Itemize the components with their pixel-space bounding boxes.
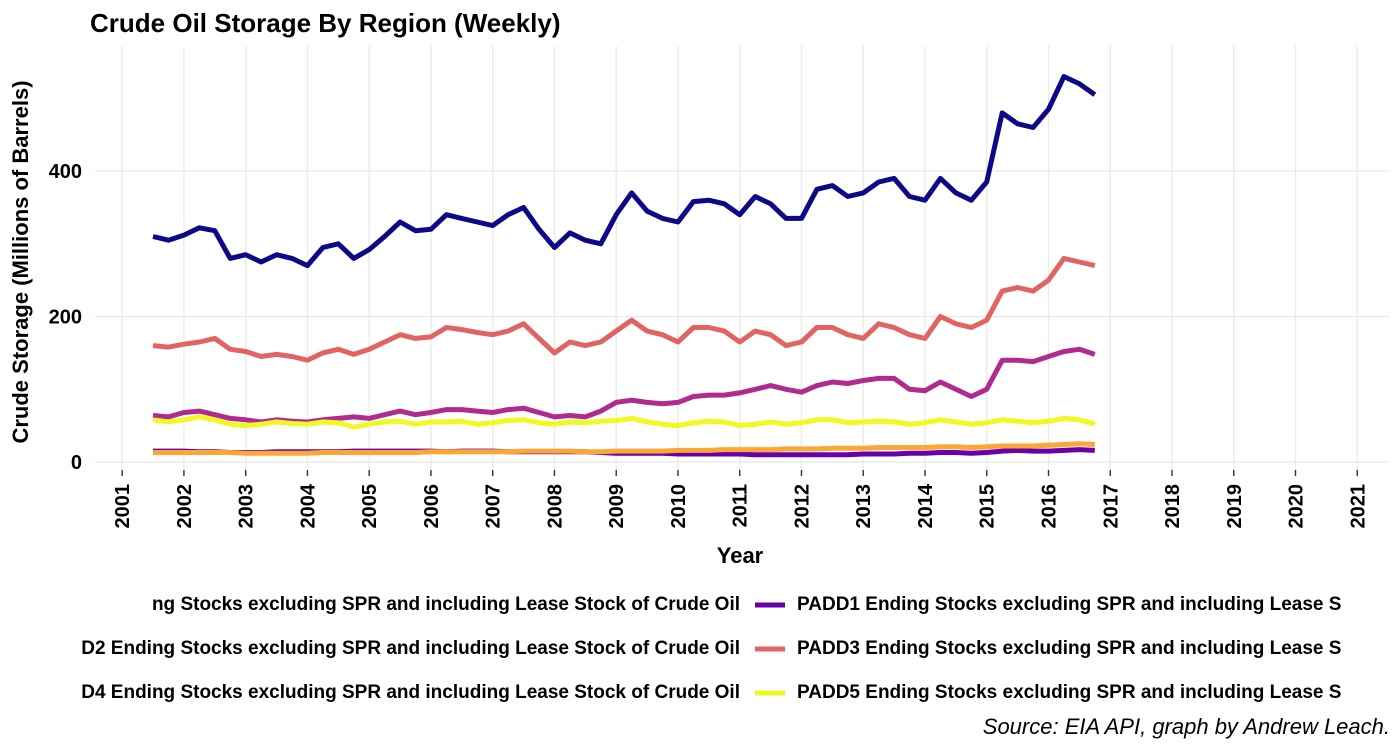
x-tick-label: 2017	[1100, 484, 1122, 529]
legend-label: PADD5 Ending Stocks excluding SPR and in…	[797, 682, 1341, 703]
x-tick-label: 2005	[359, 484, 381, 529]
x-tick-label: 2021	[1347, 484, 1369, 529]
series-line	[152, 346, 1096, 425]
x-tick-label: 2016	[1038, 484, 1060, 529]
x-tick-label: 2019	[1224, 484, 1246, 529]
x-tick-label: 2015	[977, 484, 999, 529]
series-line	[152, 74, 1097, 269]
series-line	[152, 414, 1096, 430]
legend-label: PADD3 Ending Stocks excluding SPR and in…	[797, 638, 1341, 659]
x-tick-label: 2002	[174, 484, 196, 529]
x-tick-label: 2011	[730, 484, 752, 527]
legend: ng Stocks excluding SPR and including Le…	[81, 594, 1341, 703]
x-tick-label: 2008	[544, 484, 566, 529]
plot-lines	[152, 74, 1097, 458]
legend-label: D4 Ending Stocks excluding SPR and inclu…	[81, 682, 740, 703]
x-tick-label: 2003	[236, 484, 258, 529]
caption: Source: EIA API, graph by Andrew Leach.	[983, 714, 1390, 739]
y-axis-label: Crude Storage (Millions of Barrels)	[8, 80, 33, 443]
series-line	[152, 255, 1096, 363]
x-tick-label: 2012	[791, 484, 813, 529]
x-tick-label: 2014	[915, 483, 937, 528]
legend-label: PADD1 Ending Stocks excluding SPR and in…	[797, 594, 1341, 615]
x-tick-label: 2018	[1162, 484, 1184, 529]
x-tick-label: 2001	[112, 484, 134, 529]
y-tick-label: 0	[71, 452, 82, 474]
x-tick-label: 2006	[421, 484, 443, 529]
legend-label: D2 Ending Stocks excluding SPR and inclu…	[81, 638, 740, 659]
x-tick-label: 2009	[606, 484, 628, 529]
legend-label: ng Stocks excluding SPR and including Le…	[152, 594, 740, 615]
series-line	[153, 441, 1095, 456]
x-tick-label: 2004	[297, 483, 319, 528]
x-tick-label: 2020	[1286, 484, 1308, 529]
x-tick-label: 2007	[483, 484, 505, 529]
x-tick-label: 2013	[853, 484, 875, 529]
x-axis-label: Year	[717, 543, 764, 568]
y-tick-label: 400	[49, 161, 82, 183]
chart-title: Crude Oil Storage By Region (Weekly)	[90, 8, 561, 38]
x-tick-label: 2010	[668, 484, 690, 529]
y-tick-label: 200	[49, 307, 82, 329]
grid: 0 200 400 2001 2002 2003 2004 2005 2006 2007 2008 2…	[49, 46, 1390, 529]
